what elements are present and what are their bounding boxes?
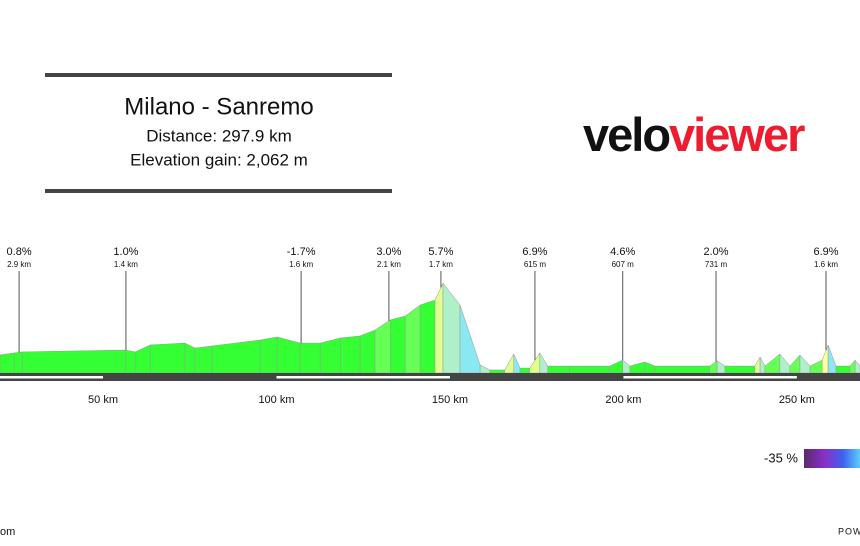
profile-segment <box>124 349 136 374</box>
distance-band <box>623 376 797 379</box>
plot: 50 km 100 km 150 km 200 km 250 km 0.8% 2.9 km 1… <box>0 246 860 406</box>
elevation-gain: Elevation gain: 2,062 m <box>130 150 308 169</box>
x-tick-label: 150 km <box>432 394 468 406</box>
profile-segment <box>654 365 711 374</box>
climb-grade: 5.7% <box>428 246 453 258</box>
profile-segment <box>319 337 341 374</box>
footer-left: om <box>0 526 15 538</box>
climb-length: 615 m <box>524 260 547 269</box>
x-tick-label: 100 km <box>258 394 294 406</box>
profile-segment <box>13 351 23 374</box>
climb-length: 2.9 km <box>7 260 31 269</box>
legend-label: -35 % <box>764 450 798 465</box>
logo-part: velo <box>583 108 669 161</box>
profile-segment <box>276 336 301 374</box>
profile-segment <box>835 365 851 374</box>
climb-length: 731 m <box>705 260 728 269</box>
profile-segment <box>21 349 126 374</box>
profile-segment <box>299 342 321 374</box>
profile-segment <box>404 304 421 374</box>
logo-part: viewer <box>669 108 805 161</box>
profile-segment <box>184 342 196 374</box>
profile-segment <box>547 365 570 374</box>
distance: Distance: 297.9 km <box>146 126 292 145</box>
profile-segment <box>489 369 506 374</box>
climb-grade: 6.9% <box>813 246 838 258</box>
title: Milano - Sanremo <box>124 93 313 120</box>
climb-length: 1.7 km <box>429 260 453 269</box>
distance-band <box>276 376 450 379</box>
climb-length: 607 m <box>612 260 635 269</box>
climb-grade: 1.0% <box>113 246 138 258</box>
profile-segment <box>519 367 530 374</box>
profile-segment <box>419 299 436 374</box>
climb-grade: 4.6% <box>610 246 635 258</box>
x-tick-label: 50 km <box>88 394 118 406</box>
x-tick-label: 250 km <box>779 394 815 406</box>
profile-segment <box>0 352 15 374</box>
distance-band <box>0 376 104 379</box>
profile-segment <box>569 365 611 374</box>
profile-segment <box>211 339 261 374</box>
legend-gradient <box>804 449 860 468</box>
profile-segment <box>854 359 860 374</box>
profile-segment <box>340 335 361 374</box>
logo: veloviewer <box>583 108 805 161</box>
climb-grade: 3.0% <box>376 246 401 258</box>
footer-right: POW <box>838 526 860 536</box>
profile-segment <box>359 329 376 374</box>
climb-grade: -1.7% <box>287 246 316 258</box>
profile-segment <box>259 336 278 374</box>
climb-grade: 6.9% <box>522 246 547 258</box>
climb-length: 1.6 km <box>289 260 313 269</box>
climb-grade: 2.0% <box>703 246 728 258</box>
profile-segment <box>724 365 756 374</box>
climb-grade: 0.8% <box>7 246 32 258</box>
x-tick-label: 200 km <box>605 394 641 406</box>
profile-segment <box>390 315 406 374</box>
climb-length: 1.4 km <box>114 260 138 269</box>
climb-length: 1.6 km <box>814 260 838 269</box>
profile-segment <box>194 345 213 374</box>
profile-segment <box>149 342 186 374</box>
climb-length: 2.1 km <box>377 260 401 269</box>
